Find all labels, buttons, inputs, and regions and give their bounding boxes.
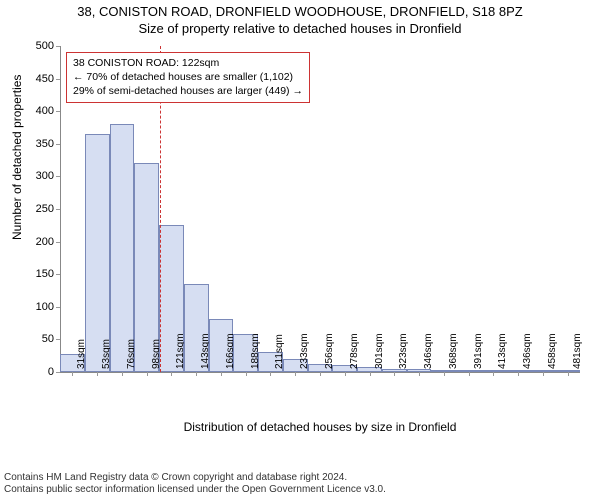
x-tick-label: 481sqm: [572, 333, 583, 369]
footer-line-2: Contains public sector information licen…: [4, 484, 596, 496]
y-tick: [56, 339, 60, 340]
x-tick: [147, 372, 148, 376]
x-tick-label: 458sqm: [547, 333, 558, 369]
y-tick: [56, 372, 60, 373]
subtitle-line: Size of property relative to detached ho…: [0, 21, 600, 38]
plot-area: 05010015020025030035040045050031sqm53sqm…: [60, 46, 580, 426]
y-tick: [56, 242, 60, 243]
x-tick: [246, 372, 247, 376]
x-tick-label: 256sqm: [324, 333, 335, 369]
x-tick: [295, 372, 296, 376]
y-tick: [56, 111, 60, 112]
x-tick: [72, 372, 73, 376]
y-tick-label: 150: [26, 268, 54, 280]
y-tick-label: 350: [26, 138, 54, 150]
x-tick: [469, 372, 470, 376]
x-tick: [171, 372, 172, 376]
annotation-box: 38 CONISTON ROAD: 122sqm← 70% of detache…: [66, 52, 310, 103]
y-tick: [56, 79, 60, 80]
y-tick: [56, 274, 60, 275]
y-axis: [60, 46, 61, 372]
x-tick: [122, 372, 123, 376]
x-tick: [196, 372, 197, 376]
y-tick: [56, 209, 60, 210]
chart-area: 05010015020025030035040045050031sqm53sqm…: [60, 46, 580, 426]
x-tick: [370, 372, 371, 376]
x-tick: [444, 372, 445, 376]
x-tick: [394, 372, 395, 376]
footer-line-1: Contains HM Land Registry data © Crown c…: [4, 472, 596, 484]
y-tick-label: 50: [26, 333, 54, 345]
y-tick: [56, 307, 60, 308]
x-tick-label: 346sqm: [423, 333, 434, 369]
x-tick: [518, 372, 519, 376]
x-tick: [320, 372, 321, 376]
x-tick-label: 301sqm: [374, 333, 385, 369]
x-tick-label: 436sqm: [522, 333, 533, 369]
annotation-line: 38 CONISTON ROAD: 122sqm: [73, 56, 303, 70]
x-tick-label: 391sqm: [473, 333, 484, 369]
y-tick-label: 250: [26, 203, 54, 215]
footer: Contains HM Land Registry data © Crown c…: [4, 472, 596, 496]
x-tick: [493, 372, 494, 376]
y-tick-label: 300: [26, 170, 54, 182]
y-tick: [56, 176, 60, 177]
y-tick-label: 450: [26, 73, 54, 85]
header: 38, CONISTON ROAD, DRONFIELD WOODHOUSE, …: [0, 0, 600, 38]
x-tick: [221, 372, 222, 376]
y-tick: [56, 144, 60, 145]
annotation-line: 29% of semi-detached houses are larger (…: [73, 84, 303, 98]
y-axis-label: Number of detached properties: [10, 75, 24, 240]
x-tick-label: 278sqm: [349, 333, 360, 369]
x-tick: [345, 372, 346, 376]
annotation-line: ← 70% of detached houses are smaller (1,…: [73, 70, 303, 84]
x-tick: [568, 372, 569, 376]
y-tick-label: 200: [26, 236, 54, 248]
y-tick-label: 500: [26, 40, 54, 52]
x-tick: [543, 372, 544, 376]
histogram-bar: [110, 124, 135, 372]
y-tick-label: 100: [26, 301, 54, 313]
histogram-bar: [85, 134, 110, 372]
x-axis-label: Distribution of detached houses by size …: [60, 420, 580, 434]
address-line: 38, CONISTON ROAD, DRONFIELD WOODHOUSE, …: [0, 4, 600, 21]
x-tick-label: 368sqm: [448, 333, 459, 369]
x-tick: [97, 372, 98, 376]
y-tick: [56, 46, 60, 47]
y-tick-label: 0: [26, 366, 54, 378]
x-tick-label: 413sqm: [497, 333, 508, 369]
x-tick: [419, 372, 420, 376]
x-tick-label: 323sqm: [398, 333, 409, 369]
x-tick: [270, 372, 271, 376]
y-tick-label: 400: [26, 105, 54, 117]
